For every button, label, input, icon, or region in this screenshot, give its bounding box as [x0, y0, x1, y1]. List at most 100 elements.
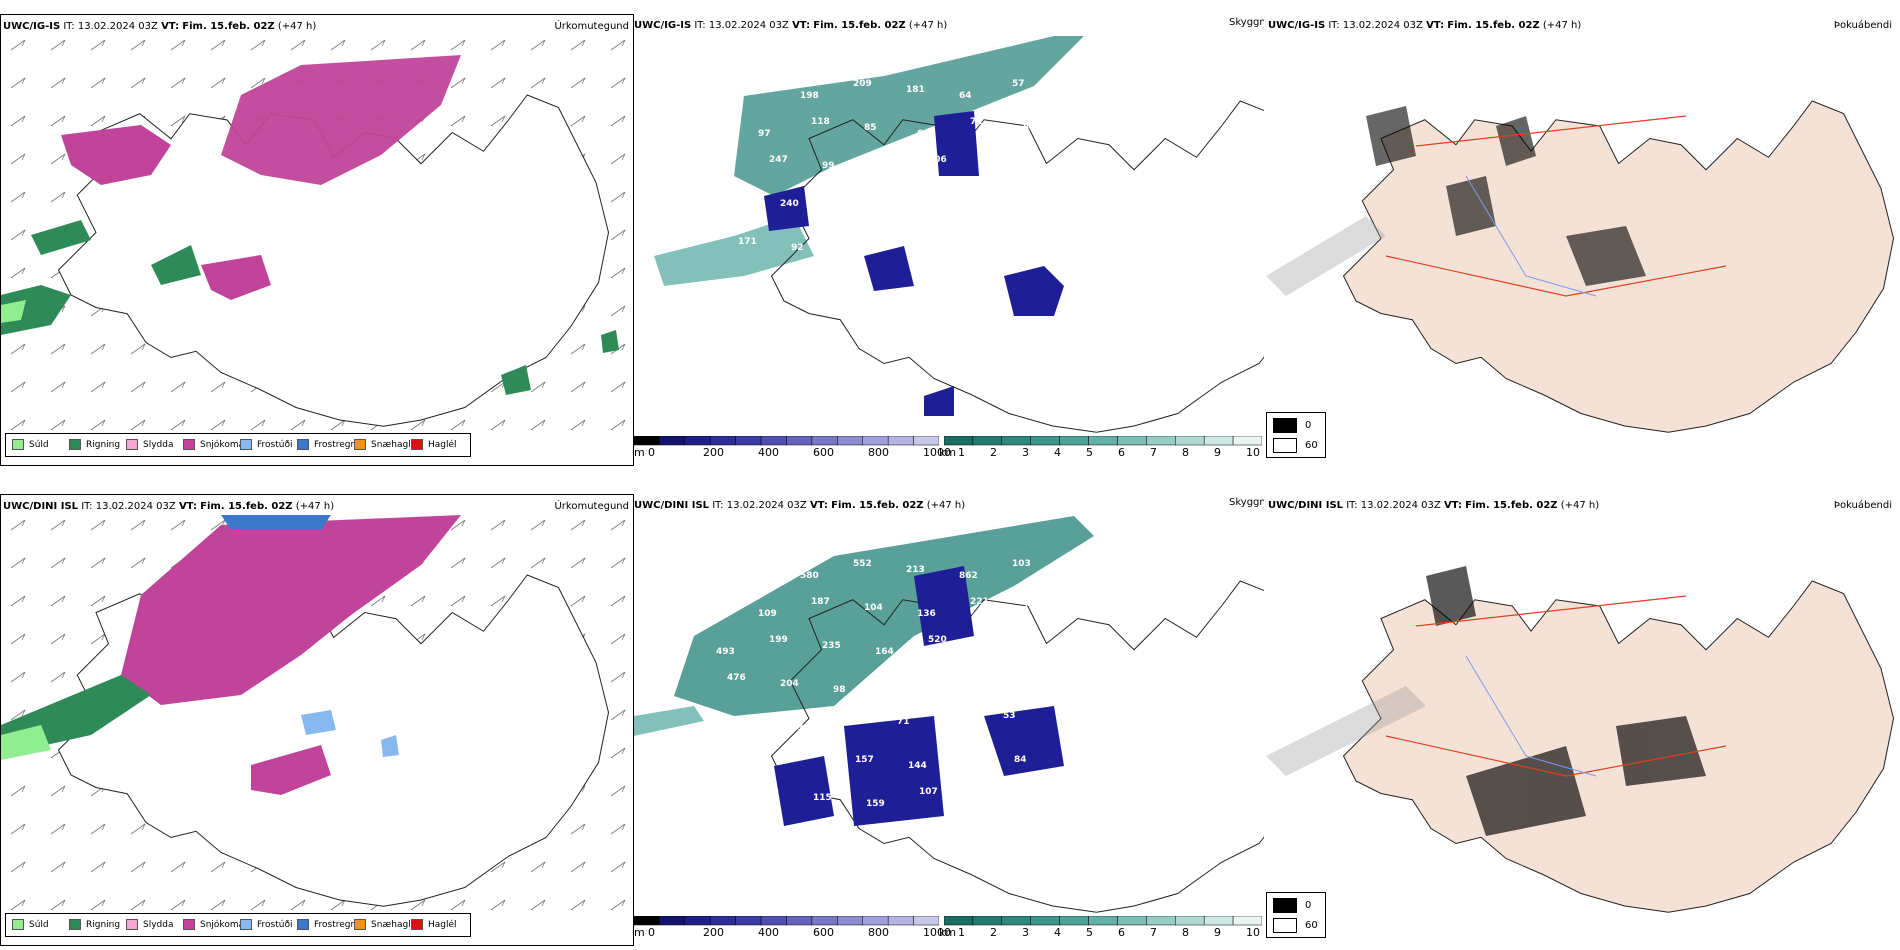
- wind-barb: [10, 595, 26, 607]
- wind-barb: [610, 519, 626, 531]
- wind-barb: [610, 191, 626, 203]
- wind-barb: [170, 899, 186, 911]
- wind-barb: [50, 343, 66, 355]
- wind-barb: [570, 39, 586, 51]
- colorbar-tick: 5: [1086, 446, 1093, 459]
- wind-barb: [530, 77, 546, 89]
- legend-label: 60: [1305, 440, 1318, 451]
- colorbar-cell: [634, 916, 660, 926]
- visibility-map: 170 178 198 209 181 64 57 277 97 118 85 64 72 83 232 24…: [654, 36, 1264, 433]
- wind-barb: [610, 595, 626, 607]
- precip-type-panel-bottom: UWC/DINI ISL IT: 13.02.2024 03Z VT: Fim.…: [0, 494, 634, 946]
- wind-barb: [450, 899, 466, 911]
- wind-barb: [490, 899, 506, 911]
- visibility-label: 57: [1012, 79, 1025, 89]
- wind-barb: [90, 595, 106, 607]
- legend-item: Slydda: [126, 439, 173, 450]
- wind-barb: [130, 823, 146, 835]
- colorbar-tick: 200: [703, 446, 724, 459]
- colorbar-cell: [710, 436, 736, 446]
- visibility-label: 107: [919, 787, 938, 797]
- visibility-colorbar: 1 2 3 4 5 6 7 8 9 10 km: [939, 436, 1262, 460]
- wind-barb: [130, 861, 146, 873]
- colorbar-cell: [1175, 916, 1205, 926]
- colorbar-tick: 600: [813, 926, 834, 939]
- visibility-label: 67: [833, 205, 846, 215]
- wind-barb: [410, 899, 426, 911]
- wind-barb: [610, 419, 626, 431]
- legend-swatch: [354, 439, 366, 450]
- panel-header: UWC/IG-IS IT: 13.02.2024 03Z VT: Fim. 15…: [3, 21, 317, 32]
- colorbar-cell: [735, 916, 762, 926]
- visibility-label: 104: [864, 603, 883, 613]
- colorbar-tick: 5: [1086, 926, 1093, 939]
- colorbar-cell: [837, 436, 863, 446]
- legend-swatch: [126, 919, 138, 930]
- wind-barb: [410, 595, 426, 607]
- visibility-label: 221: [970, 597, 989, 607]
- wind-barb: [610, 267, 626, 279]
- visibility-label: 105: [707, 799, 726, 809]
- colorbar-tick: 800: [868, 926, 889, 939]
- wind-barb: [130, 39, 146, 51]
- model-name: UWC/IG-IS: [3, 21, 61, 32]
- colorbar-cell: [684, 916, 711, 926]
- legend-item: Haglél: [411, 919, 457, 930]
- wind-barb: [450, 595, 466, 607]
- visibility-label: 43: [749, 761, 762, 771]
- legend-label: Súld: [29, 919, 49, 930]
- colorbar-tick: 3: [1022, 926, 1029, 939]
- wind-barb: [330, 419, 346, 431]
- wind-barb: [50, 557, 66, 569]
- wind-barb: [450, 419, 466, 431]
- wind-barb: [90, 381, 106, 393]
- wind-barb: [530, 519, 546, 531]
- colorbar-tick: 400: [758, 926, 779, 939]
- wind-barb: [450, 519, 466, 531]
- colorbar-tick: 9: [1214, 926, 1221, 939]
- colorbar-cell: [811, 916, 838, 926]
- visibility-label: 109: [758, 609, 777, 619]
- legend-label: Frostúði: [257, 919, 293, 930]
- wind-barb: [570, 77, 586, 89]
- wind-barb: [90, 861, 106, 873]
- legend-item: Slydda: [126, 919, 173, 930]
- visibility-label: 213: [906, 565, 925, 575]
- wind-barb: [90, 419, 106, 431]
- legend-label: 0: [1305, 420, 1312, 431]
- fog-legend-item: 0: [1273, 418, 1311, 433]
- wind-barb: [90, 899, 106, 911]
- colorbar-cell: [786, 916, 813, 926]
- legend-label: Rigning: [86, 439, 121, 450]
- colorbar-cell: [1030, 436, 1060, 446]
- visibility-label: 580: [800, 571, 819, 581]
- visibility-label: 229: [760, 787, 779, 797]
- colorbar-tick: 8: [1182, 926, 1189, 939]
- model-name: UWC/IG-IS: [634, 20, 692, 31]
- wind-barb: [90, 519, 106, 531]
- visibility-label: 164: [875, 647, 894, 657]
- wind-barb: [210, 899, 226, 911]
- wind-barb: [610, 899, 626, 911]
- colorbar-cell: [1203, 436, 1234, 446]
- visibility-label: 85: [864, 123, 877, 133]
- visibility-label: 64: [917, 129, 930, 139]
- wind-barb: [290, 39, 306, 51]
- wind-barb: [130, 419, 146, 431]
- wind-barb: [50, 899, 66, 911]
- wind-barb: [50, 191, 66, 203]
- visibility-label: 49: [992, 205, 1005, 215]
- fog-legend-item: 0: [1273, 898, 1311, 913]
- visibility-map: 318 226 580 552 213 862 103 310 109 187 104 136 221 1…: [634, 516, 1264, 913]
- visibility-label: 47: [950, 243, 963, 253]
- model-name: UWC/IG-IS: [1268, 20, 1326, 31]
- wind-barb: [570, 557, 586, 569]
- visibility-label: 136: [917, 609, 936, 619]
- visibility-label: 64: [959, 91, 972, 101]
- wind-barb: [10, 153, 26, 165]
- wind-barb: [250, 899, 266, 911]
- model-name: UWC/DINI ISL: [1268, 500, 1344, 511]
- visibility-label: 209: [853, 79, 872, 89]
- colorbar-tick: 800: [868, 446, 889, 459]
- fog-index-map: [1266, 100, 1895, 433]
